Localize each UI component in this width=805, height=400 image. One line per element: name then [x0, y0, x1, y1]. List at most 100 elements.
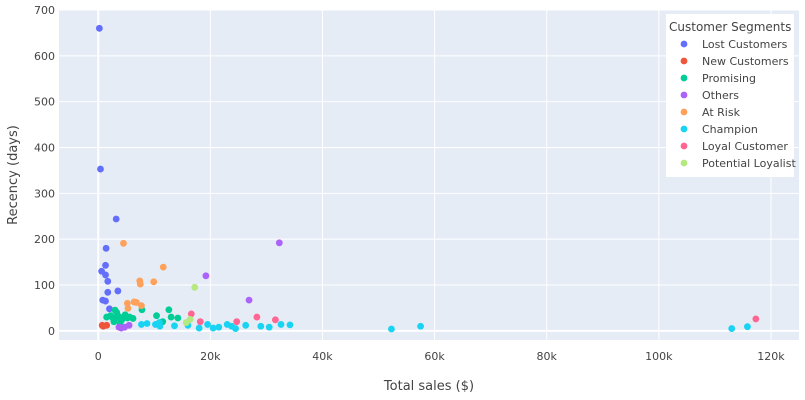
- point-champion: [257, 322, 265, 330]
- y-axis-title: Recency (days): [6, 125, 21, 225]
- legend-items: Lost Customers New Customers Promising Othe…: [680, 38, 797, 170]
- series-potential-loyalist: [182, 283, 199, 326]
- point-champion: [209, 324, 217, 332]
- point-champion: [242, 321, 250, 329]
- point-at-risk: [150, 278, 158, 286]
- legend-item-lost-customers[interactable]: Lost Customers: [680, 38, 788, 51]
- point-promising: [165, 306, 173, 314]
- point-at-risk: [120, 239, 127, 247]
- point-loyal-customer: [271, 316, 279, 324]
- point-champion: [232, 325, 239, 332]
- point-potential-loyalist: [191, 283, 199, 291]
- point-promising: [129, 315, 137, 322]
- point-lost-customers: [104, 277, 112, 285]
- point-loyal-customer: [752, 315, 760, 323]
- point-lost-customers: [102, 244, 110, 252]
- legend-marker: [680, 108, 688, 116]
- x-tick-label: 0: [95, 350, 102, 363]
- point-lost-customers: [114, 287, 122, 295]
- point-champion: [138, 321, 145, 328]
- point-lost-customers: [102, 261, 109, 269]
- point-others: [125, 321, 133, 329]
- point-champion: [195, 324, 203, 332]
- y-tick-label: 300: [34, 187, 55, 200]
- y-tick-label: 100: [34, 279, 55, 292]
- legend-label: Potential Loyalist: [702, 157, 796, 170]
- point-champion: [388, 325, 395, 333]
- legend-marker: [680, 40, 688, 48]
- legend-label: New Customers: [702, 55, 789, 68]
- y-tick-label: 500: [34, 96, 55, 109]
- series-lost-customers: [95, 24, 122, 313]
- legend-title: Customer Segments: [669, 20, 791, 34]
- legend-label: Champion: [702, 123, 758, 136]
- point-at-risk: [136, 280, 144, 288]
- legend-marker: [680, 74, 688, 82]
- legend-item-loyal-customer[interactable]: Loyal Customer: [680, 140, 789, 153]
- y-tick-label: 200: [34, 233, 55, 246]
- point-champion: [215, 323, 223, 331]
- point-at-risk: [124, 304, 132, 312]
- legend-item-new-customers[interactable]: New Customers: [680, 55, 789, 68]
- legend-label: Promising: [702, 72, 756, 85]
- point-loyal-customer: [187, 310, 195, 318]
- x-axis-ticks: 0 20k 40k 60k 80k 100k 120k: [95, 350, 786, 363]
- point-lost-customers: [95, 24, 103, 32]
- series-at-risk: [120, 239, 167, 312]
- point-lost-customers: [112, 215, 120, 223]
- y-tick-label: 700: [34, 4, 55, 17]
- point-champion: [417, 322, 424, 330]
- point-champion: [171, 322, 178, 330]
- legend-marker: [680, 159, 688, 167]
- point-promising: [174, 314, 182, 322]
- point-others: [275, 239, 283, 247]
- legend-item-potential-loyalist[interactable]: Potential Loyalist: [680, 157, 797, 170]
- point-potential-loyalist: [182, 319, 190, 326]
- point-at-risk: [138, 302, 145, 310]
- point-lost-customers: [106, 305, 113, 313]
- x-tick-label: 120k: [757, 350, 785, 363]
- point-champion: [204, 321, 211, 328]
- legend-item-others[interactable]: Others: [680, 89, 740, 102]
- x-tick-label: 100k: [645, 350, 673, 363]
- point-champion: [277, 321, 285, 328]
- legend-marker: [680, 125, 688, 133]
- point-lost-customers: [98, 267, 106, 275]
- legend-marker: [680, 91, 688, 99]
- series-champion: [138, 319, 751, 333]
- point-champion: [265, 323, 273, 331]
- point-champion: [744, 323, 751, 331]
- point-lost-customers: [104, 288, 112, 296]
- y-axis-ticks: 0 100 200 300 400 500 600 700: [34, 4, 55, 338]
- point-promising: [153, 312, 160, 320]
- legend-item-at-risk[interactable]: At Risk: [680, 106, 741, 119]
- point-promising: [109, 314, 117, 322]
- point-champion: [728, 325, 736, 332]
- series-loyal-customer: [187, 310, 760, 326]
- point-loyal-customer: [233, 318, 241, 326]
- point-champion: [286, 321, 294, 329]
- y-tick-label: 400: [34, 142, 55, 155]
- x-tick-label: 20k: [200, 350, 221, 363]
- legend-label: Lost Customers: [702, 38, 788, 51]
- legend-item-champion[interactable]: Champion: [680, 123, 758, 136]
- series-others: [115, 239, 283, 332]
- point-others: [245, 296, 253, 304]
- legend: Customer Segments Lost Customers New Cust…: [666, 14, 796, 177]
- point-loyal-customer: [196, 318, 204, 326]
- legend-item-promising[interactable]: Promising: [680, 72, 756, 85]
- point-champion: [156, 322, 164, 330]
- point-champion: [143, 320, 151, 327]
- y-tick-label: 600: [34, 50, 55, 63]
- y-tick-label: 0: [48, 325, 55, 338]
- legend-marker: [680, 57, 688, 65]
- point-promising: [167, 313, 175, 321]
- point-at-risk: [123, 299, 131, 307]
- legend-label: At Risk: [702, 106, 741, 119]
- point-others: [202, 272, 210, 280]
- point-new-customers: [103, 321, 111, 329]
- legend-label: Loyal Customer: [702, 140, 788, 153]
- data-points: [95, 24, 760, 333]
- x-tick-label: 40k: [312, 350, 333, 363]
